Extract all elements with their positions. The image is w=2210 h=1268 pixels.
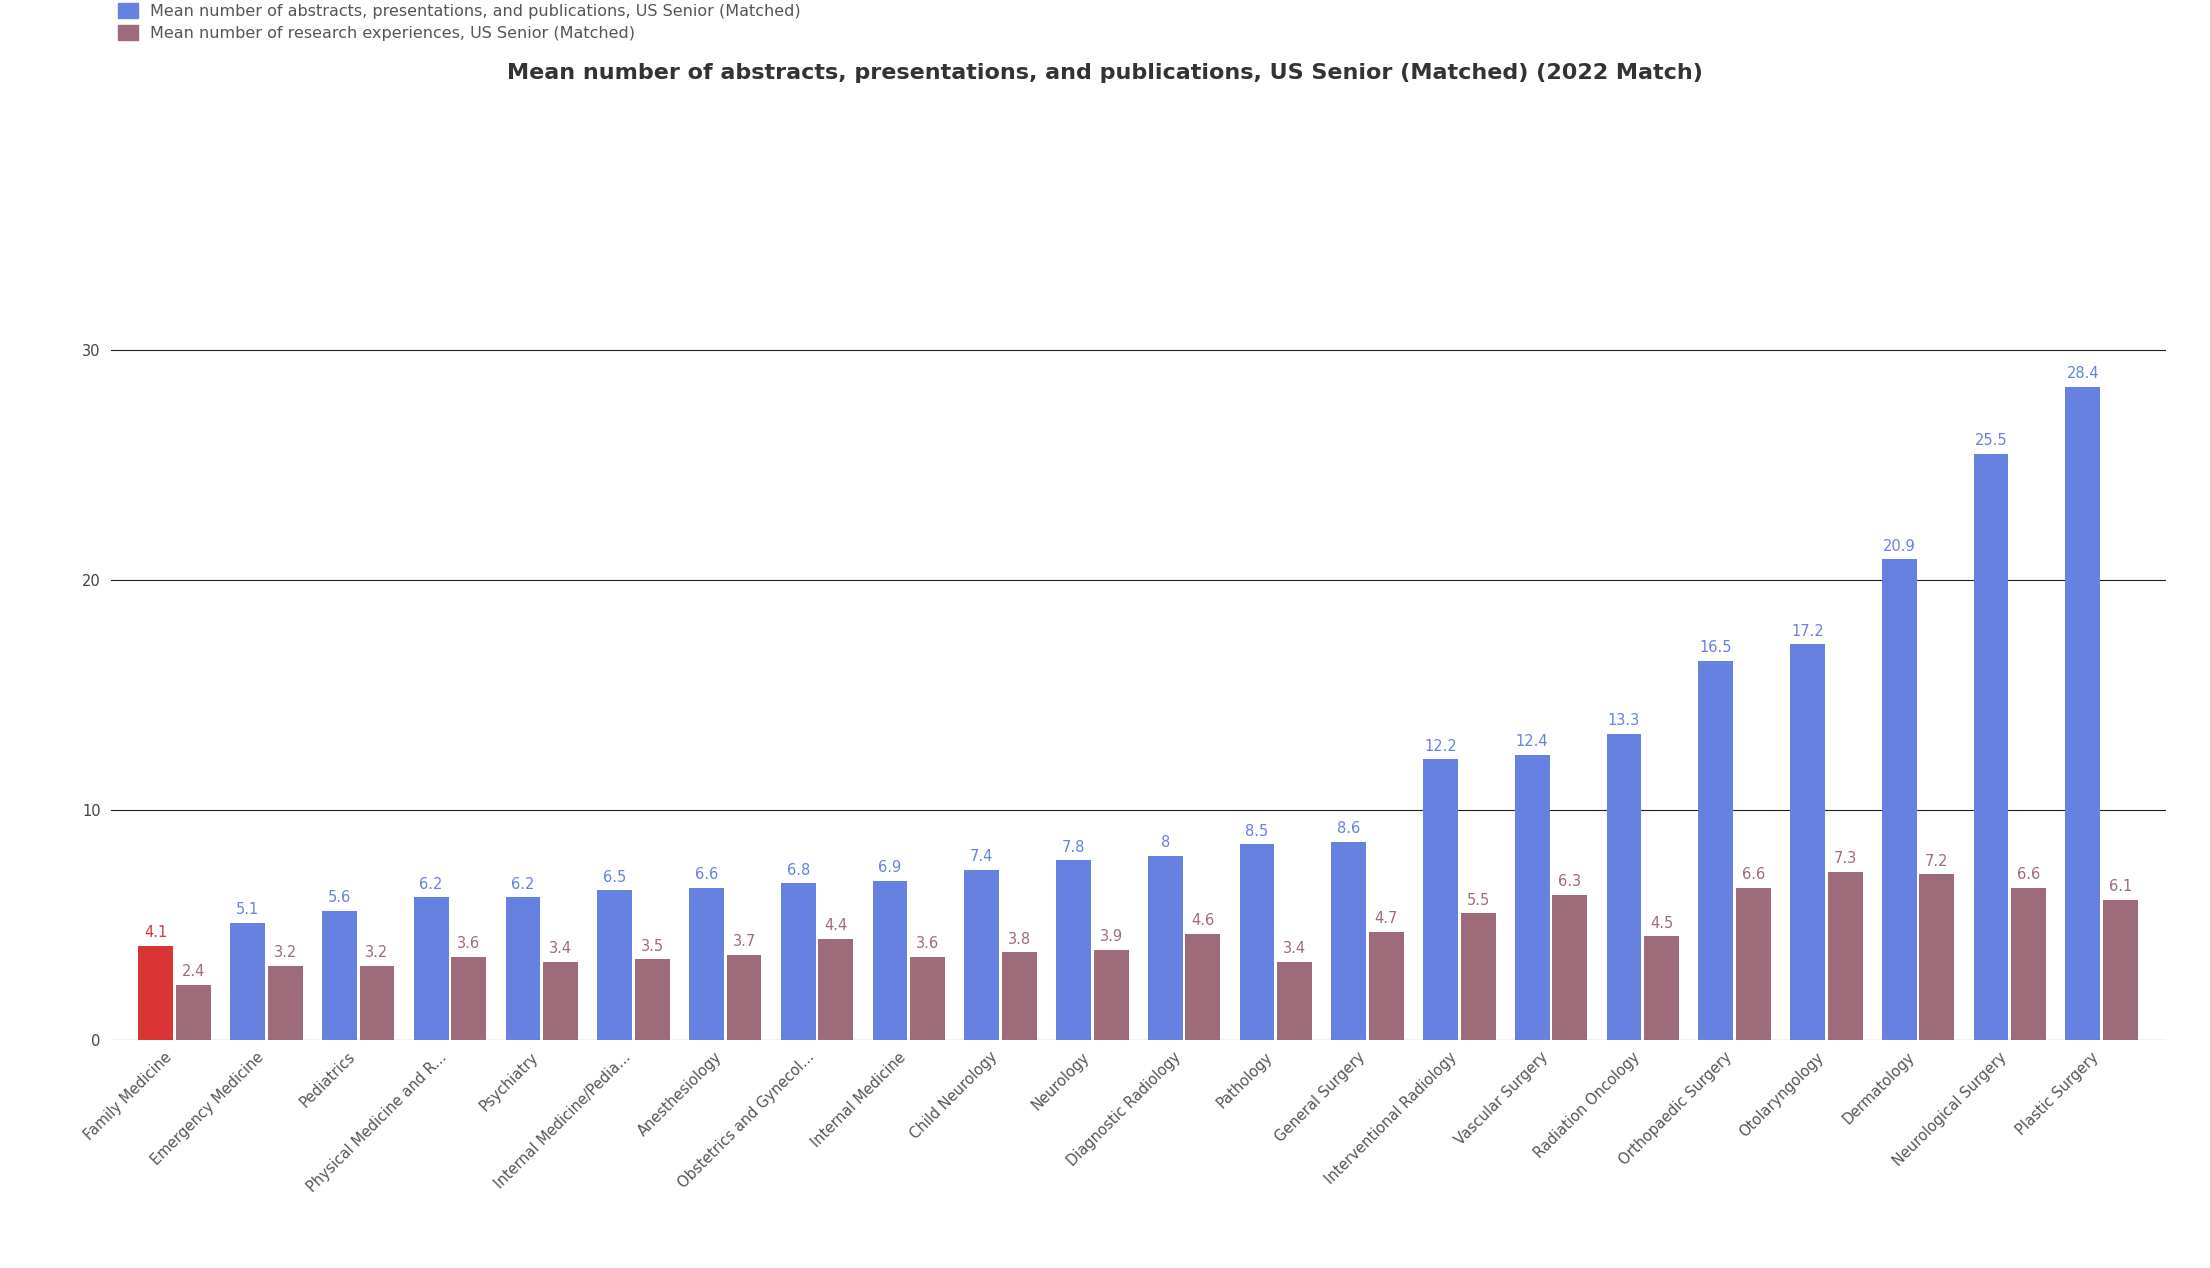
Text: 6.2: 6.2	[511, 876, 535, 891]
Bar	[506, 898, 541, 1040]
Bar	[1240, 844, 1275, 1040]
Text: 7.8: 7.8	[1061, 839, 1085, 855]
Text: 7.2: 7.2	[1925, 853, 1949, 869]
Bar	[1974, 454, 2009, 1040]
Text: 6.9: 6.9	[877, 861, 902, 875]
Text: 7.4: 7.4	[970, 850, 995, 864]
Text: 8: 8	[1160, 836, 1169, 850]
Bar	[1644, 936, 1680, 1040]
Text: 6.6: 6.6	[694, 867, 718, 883]
Bar	[360, 966, 393, 1040]
Text: 2.4: 2.4	[181, 964, 206, 979]
Text: 8.6: 8.6	[1337, 822, 1361, 837]
Text: 7.3: 7.3	[1834, 851, 1856, 866]
Bar	[177, 984, 210, 1040]
Bar	[634, 960, 670, 1040]
Text: 6.6: 6.6	[1741, 867, 1766, 883]
Bar	[1735, 888, 1770, 1040]
Bar	[230, 923, 265, 1040]
Bar	[1094, 950, 1129, 1040]
Bar	[597, 890, 632, 1040]
Bar	[1368, 932, 1403, 1040]
Text: 6.8: 6.8	[787, 862, 809, 877]
Bar	[544, 961, 579, 1040]
Text: 6.3: 6.3	[1558, 874, 1582, 889]
Bar	[1883, 559, 1916, 1040]
Text: 13.3: 13.3	[1609, 714, 1640, 728]
Text: 5.1: 5.1	[236, 902, 259, 917]
Bar	[1828, 872, 1863, 1040]
Text: 8.5: 8.5	[1246, 824, 1269, 838]
Bar	[1790, 644, 1825, 1040]
Text: 3.9: 3.9	[1101, 929, 1123, 945]
Text: 3.5: 3.5	[641, 938, 663, 954]
Bar	[1551, 895, 1587, 1040]
Text: 16.5: 16.5	[1699, 640, 1733, 654]
Bar	[964, 870, 999, 1040]
Text: 5.5: 5.5	[1467, 893, 1490, 908]
Bar	[139, 946, 172, 1040]
Text: 20.9: 20.9	[1883, 539, 1916, 554]
Bar	[818, 938, 853, 1040]
Bar	[413, 898, 449, 1040]
Bar	[1514, 754, 1549, 1040]
Bar	[1147, 856, 1182, 1040]
Bar	[1607, 734, 1642, 1040]
Text: 4.5: 4.5	[1651, 915, 1673, 931]
Bar	[1056, 861, 1092, 1040]
Text: 25.5: 25.5	[1976, 432, 2007, 448]
Text: 6.2: 6.2	[420, 876, 442, 891]
Bar	[451, 957, 486, 1040]
Legend: Mean number of abstracts, presentations, and publications, US Senior (Matched), : Mean number of abstracts, presentations,…	[119, 4, 800, 41]
Bar	[1185, 935, 1220, 1040]
Text: 4.6: 4.6	[1191, 913, 1216, 928]
Bar	[2011, 888, 2046, 1040]
Bar	[2066, 387, 2099, 1040]
Bar	[323, 910, 356, 1040]
Text: 3.2: 3.2	[274, 946, 296, 960]
Text: 3.4: 3.4	[548, 941, 572, 956]
Text: 3.7: 3.7	[732, 935, 756, 948]
Bar	[1423, 760, 1459, 1040]
Text: 12.4: 12.4	[1516, 734, 1549, 749]
Text: 4.1: 4.1	[144, 924, 168, 940]
Bar	[690, 888, 725, 1040]
Text: 4.7: 4.7	[1375, 910, 1399, 926]
Bar	[1001, 952, 1036, 1040]
Bar	[1330, 842, 1366, 1040]
Bar	[1697, 661, 1733, 1040]
Text: 5.6: 5.6	[327, 890, 351, 905]
Bar	[1277, 961, 1313, 1040]
Text: 28.4: 28.4	[2066, 366, 2099, 382]
Text: 12.2: 12.2	[1423, 739, 1456, 753]
Bar	[2104, 899, 2137, 1040]
Bar	[267, 966, 303, 1040]
Bar	[873, 881, 908, 1040]
Text: Mean number of abstracts, presentations, and publications, US Senior (Matched) (: Mean number of abstracts, presentations,…	[506, 63, 1704, 84]
Text: 3.2: 3.2	[365, 946, 389, 960]
Text: 3.4: 3.4	[1284, 941, 1306, 956]
Text: 17.2: 17.2	[1790, 624, 1823, 639]
Text: 6.5: 6.5	[603, 870, 625, 885]
Text: 4.4: 4.4	[824, 918, 846, 933]
Bar	[780, 884, 815, 1040]
Bar	[1461, 913, 1496, 1040]
Text: 3.8: 3.8	[1008, 932, 1030, 947]
Bar	[727, 955, 762, 1040]
Text: 6.1: 6.1	[2108, 879, 2133, 894]
Text: 3.6: 3.6	[457, 936, 480, 951]
Text: 3.6: 3.6	[915, 936, 939, 951]
Text: 6.6: 6.6	[2018, 867, 2040, 883]
Bar	[1920, 875, 1954, 1040]
Bar	[911, 957, 946, 1040]
